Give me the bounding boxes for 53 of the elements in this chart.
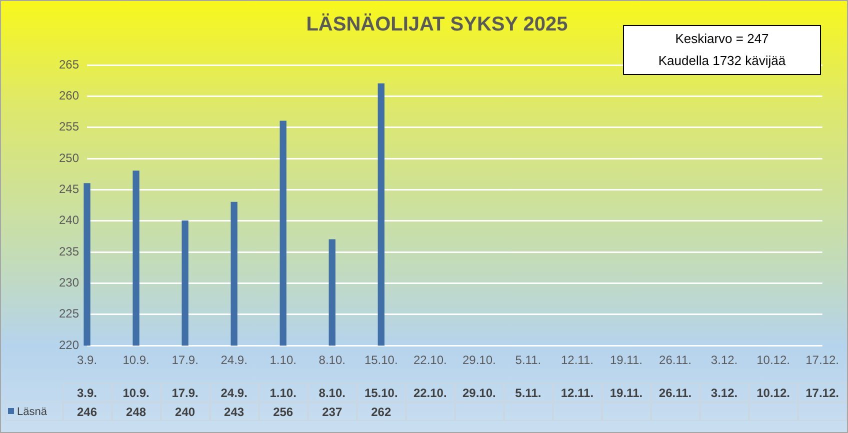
annotation: Kaudella 1732 kävijää <box>657 52 787 70</box>
x-tick-label: 17.9. <box>172 353 198 368</box>
y-tick-label: 220 <box>58 338 80 352</box>
x-tick-label: 10.12. <box>756 353 790 368</box>
x-tick-label: 3.12. <box>710 353 738 368</box>
category-label: 15.10. <box>364 386 398 400</box>
y-tick-label: 235 <box>58 244 80 258</box>
note-box: Keskiarvo = 247 Kaudella 1732 kävijää <box>623 25 821 75</box>
x-tick-label: 15.10. <box>364 353 398 368</box>
category-label: 12.11. <box>560 386 594 400</box>
x-tick-label: 1.10. <box>270 353 296 368</box>
data-label: 262 <box>356 402 406 421</box>
data-label: 256 <box>258 402 308 421</box>
data-label: 240 <box>160 402 210 421</box>
data-label: 246 <box>62 402 112 421</box>
category-label: 3.9. <box>77 386 98 400</box>
y-tick-label: 230 <box>58 276 80 290</box>
y-tick-label: 245 <box>58 182 80 196</box>
category-label: 24.9. <box>220 386 248 400</box>
chart-title: LÄSNÄOLIJAT SYKSY 2025 <box>306 12 568 36</box>
y-tick-label: 260 <box>58 88 80 102</box>
x-tick-label: 8.10. <box>318 353 346 368</box>
y-tick-label: 250 <box>58 150 80 165</box>
category-label: 19.11. <box>610 386 643 400</box>
x-tick-label: 10.9. <box>122 353 150 368</box>
x-tick-label: 22.10. <box>413 353 447 368</box>
x-tick-label: 12.11. <box>560 353 594 368</box>
category-label: 3.12. <box>710 386 738 400</box>
x-tick-label: 26.11. <box>659 353 692 368</box>
category-label: 26.11. <box>658 386 692 400</box>
y-tick-label: 265 <box>58 57 80 72</box>
y-tick-label: 255 <box>58 120 80 134</box>
category-label: 8.10. <box>318 386 346 400</box>
x-tick-label: 24.9. <box>220 353 248 368</box>
data-label: 243 <box>210 402 259 421</box>
category-label: 10.9. <box>122 386 150 400</box>
x-tick-label: 29.10. <box>462 353 496 368</box>
x-tick-label: 3.9. <box>77 353 98 368</box>
data-label: 248 <box>112 402 161 421</box>
y-tick-label: 225 <box>58 306 80 321</box>
data-label: 237 <box>308 402 357 421</box>
category-label: 10.12. <box>756 386 790 400</box>
x-tick-label: 5.11. <box>515 353 542 368</box>
category-label: 17.12. <box>806 386 839 400</box>
x-tick-label: 17.12. <box>806 353 840 368</box>
category-label: 5.11. <box>515 386 542 400</box>
category-label: 1.10. <box>270 386 296 400</box>
category-label: 17.9. <box>172 386 198 400</box>
category-label: 29.10. <box>462 386 496 400</box>
legend-label: Läsnä <box>5 402 62 421</box>
category-label: 22.10. <box>413 386 447 400</box>
y-tick-label: 240 <box>58 213 80 228</box>
x-tick-label: 19.11. <box>610 353 642 368</box>
